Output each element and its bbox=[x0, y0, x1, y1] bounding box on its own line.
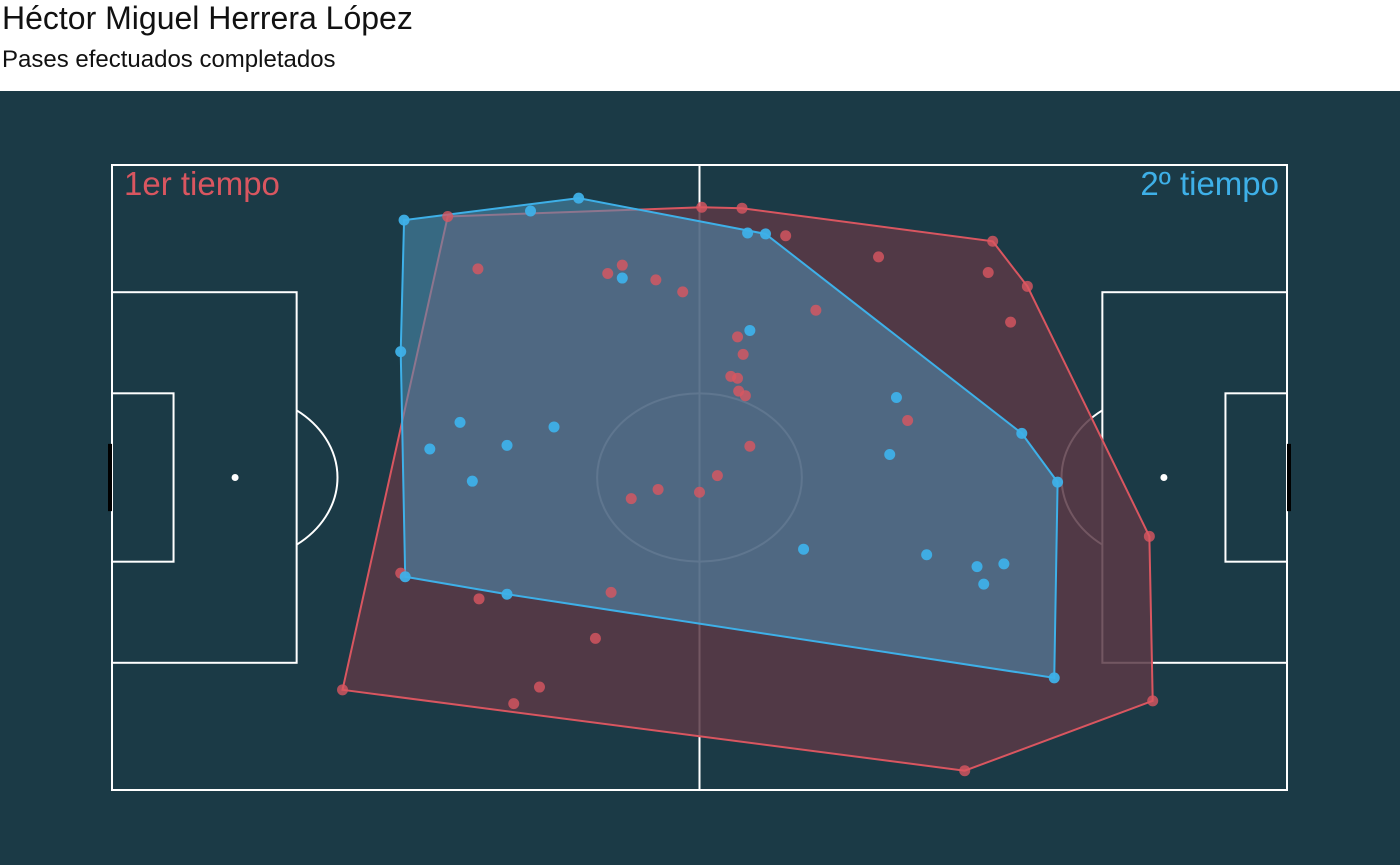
second-half-pass-point bbox=[454, 416, 466, 428]
chart-title: Héctor Miguel Herrera López bbox=[2, 0, 413, 36]
legend-second-half: 2º tiempo bbox=[1140, 165, 1279, 202]
first-half-pass-point bbox=[744, 440, 756, 452]
second-half-pass-point bbox=[742, 227, 754, 239]
second-half-pass-point bbox=[760, 228, 772, 240]
header: Héctor Miguel Herrera López Pases efectu… bbox=[0, 0, 1400, 91]
second-half-hull bbox=[399, 197, 1059, 680]
second-half-pass-point bbox=[1052, 476, 1064, 488]
first-half-pass-point bbox=[508, 698, 520, 710]
left-penalty-spot bbox=[231, 474, 239, 481]
second-half-pass-point bbox=[525, 205, 537, 217]
second-half-pass-point bbox=[501, 439, 513, 451]
first-half-pass-point bbox=[1021, 280, 1033, 292]
first-half-pass-point bbox=[677, 286, 689, 298]
first-half-pass-point bbox=[873, 251, 885, 263]
convex-hulls bbox=[341, 197, 1154, 772]
second-half-pass-point bbox=[548, 421, 560, 433]
second-half-pass-point bbox=[798, 543, 810, 555]
left-penalty-arc bbox=[296, 409, 339, 546]
first-half-pass-point bbox=[732, 331, 744, 343]
first-half-pass-point bbox=[589, 632, 601, 644]
second-half-pass-point bbox=[616, 272, 628, 284]
first-half-pass-point bbox=[736, 202, 748, 214]
second-half-pass-point bbox=[501, 588, 513, 600]
first-half-pass-point bbox=[987, 235, 999, 247]
first-half-pass-point bbox=[337, 684, 349, 696]
first-half-pass-point bbox=[959, 765, 971, 777]
first-half-pass-point bbox=[737, 348, 749, 360]
second-half-pass-point bbox=[573, 192, 585, 204]
legend-first-half: 1er tiempo bbox=[124, 165, 280, 202]
first-half-pass-point bbox=[696, 201, 708, 213]
second-half-pass-point bbox=[398, 214, 410, 226]
right-penalty-spot bbox=[1160, 474, 1168, 481]
first-half-pass-point bbox=[1005, 316, 1017, 328]
first-half-pass-point bbox=[442, 210, 454, 222]
first-half-pass-point bbox=[616, 259, 628, 271]
second-half-pass-point bbox=[998, 558, 1010, 570]
first-half-pass-point bbox=[732, 372, 744, 384]
second-half-pass-point bbox=[744, 324, 756, 336]
first-half-pass-point bbox=[739, 390, 751, 402]
first-half-pass-point bbox=[625, 493, 637, 505]
first-half-pass-point bbox=[602, 267, 614, 279]
second-half-pass-point bbox=[466, 475, 478, 487]
second-half-pass-point bbox=[1016, 427, 1028, 439]
first-half-pass-point bbox=[605, 586, 617, 598]
second-half-pass-point bbox=[978, 578, 990, 590]
pass-map-chart: 1er tiempo 2º tiempo bbox=[0, 91, 1400, 865]
second-half-pass-point bbox=[890, 392, 902, 404]
right-goal bbox=[1287, 443, 1291, 512]
second-half-pass-point bbox=[921, 549, 933, 561]
first-half-pass-point bbox=[533, 681, 545, 693]
first-half-pass-point bbox=[902, 415, 914, 427]
first-half-pass-point bbox=[1143, 530, 1155, 542]
second-half-pass-point bbox=[399, 571, 411, 583]
second-half-pass-point bbox=[1048, 672, 1060, 684]
pass-points bbox=[337, 192, 1159, 777]
first-half-pass-point bbox=[982, 267, 994, 279]
second-half-pass-point bbox=[971, 561, 983, 573]
first-half-pass-point bbox=[780, 230, 792, 242]
second-half-pass-point bbox=[424, 443, 436, 455]
first-half-pass-point bbox=[810, 304, 822, 316]
left-goal bbox=[108, 443, 112, 512]
first-half-pass-point bbox=[650, 274, 662, 286]
first-half-pass-point bbox=[472, 263, 484, 275]
second-half-pass-point bbox=[395, 346, 407, 358]
first-half-pass-point bbox=[1147, 695, 1159, 707]
first-half-pass-point bbox=[473, 593, 485, 605]
chart-panel: 1er tiempo 2º tiempo bbox=[0, 91, 1400, 865]
first-half-pass-point bbox=[711, 470, 723, 482]
chart-subtitle: Pases efectuados completados bbox=[2, 46, 336, 73]
first-half-pass-point bbox=[694, 486, 705, 498]
first-half-pass-point bbox=[652, 483, 664, 495]
second-half-pass-point bbox=[884, 449, 896, 461]
